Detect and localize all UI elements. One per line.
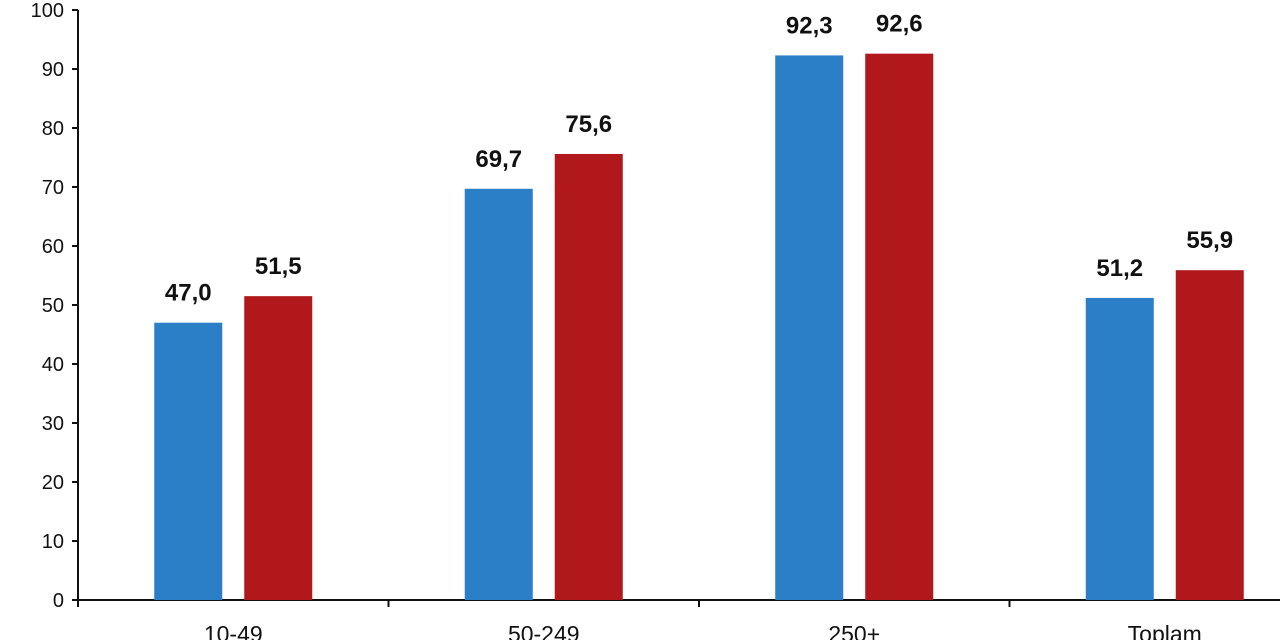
- y-tick-label: 50: [42, 295, 64, 317]
- y-tick-label: 0: [53, 590, 64, 612]
- data-label: 51,5: [255, 253, 302, 280]
- x-category-label: 50-249: [508, 621, 580, 640]
- data-label: 92,3: [786, 12, 833, 39]
- y-tick-label: 60: [42, 236, 64, 258]
- y-tick-label: 100: [31, 0, 64, 22]
- data-label: 69,7: [475, 146, 522, 173]
- bar-series1: [154, 322, 223, 600]
- data-label: 51,2: [1096, 255, 1143, 282]
- y-tick-label: 80: [42, 118, 64, 140]
- data-label: 92,6: [876, 11, 923, 38]
- data-label: 75,6: [565, 111, 612, 138]
- bar-series2: [1175, 270, 1244, 600]
- data-label: 55,9: [1186, 227, 1233, 254]
- x-category-label: 10-49: [204, 621, 263, 640]
- y-tick-label: 30: [42, 413, 64, 435]
- y-tick-label: 40: [42, 354, 64, 376]
- x-category-label: Toplam: [1128, 621, 1202, 640]
- bar-series2: [244, 296, 313, 600]
- bar-series2: [865, 53, 934, 601]
- y-tick-label: 90: [42, 59, 64, 81]
- y-tick-label: 70: [42, 177, 64, 199]
- bar-series1: [1085, 297, 1154, 600]
- bar-series1: [464, 188, 533, 600]
- x-category-label: 250+: [828, 621, 880, 640]
- y-tick-label: 10: [42, 531, 64, 553]
- y-tick-label: 20: [42, 472, 64, 494]
- data-label: 47,0: [165, 280, 212, 307]
- bar-series2: [554, 153, 623, 600]
- bar-series1: [775, 55, 844, 601]
